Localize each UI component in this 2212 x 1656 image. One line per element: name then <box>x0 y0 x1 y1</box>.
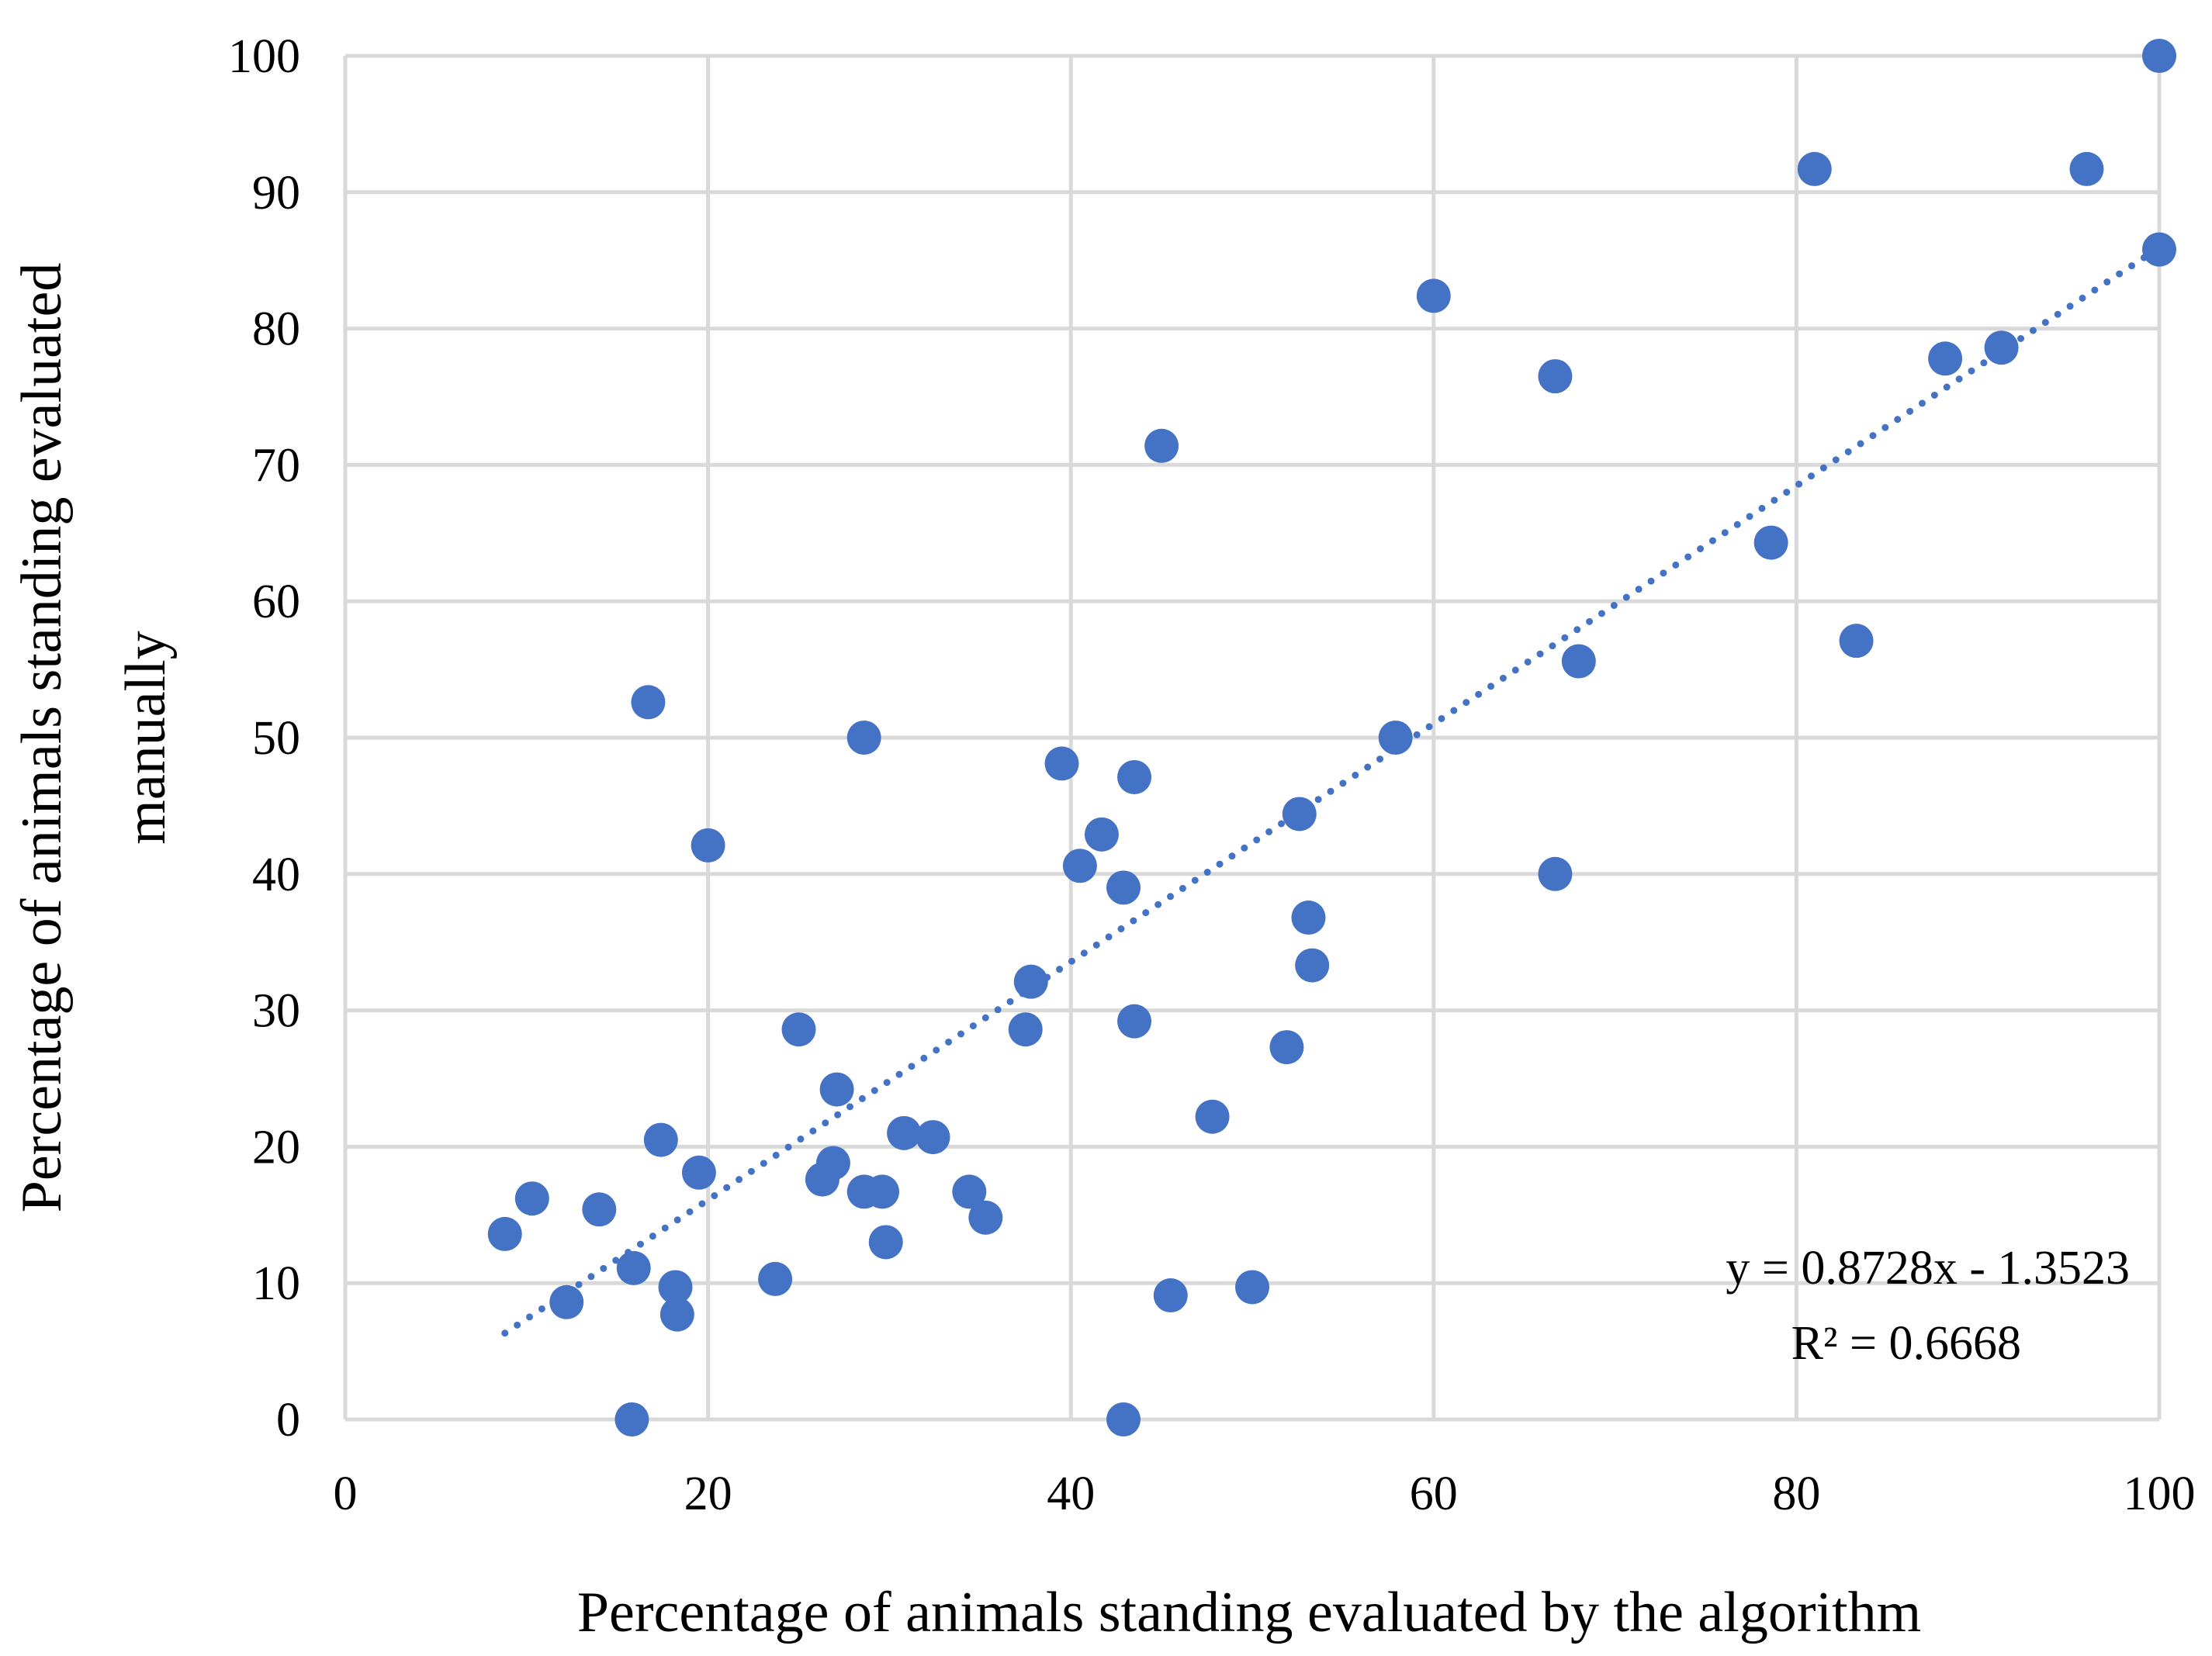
y-tick-label: 30 <box>252 985 300 1038</box>
data-point <box>514 1181 549 1216</box>
y-tick-label: 60 <box>252 576 300 628</box>
data-point <box>865 1174 900 1209</box>
gridlines <box>343 54 2162 1422</box>
y-tick-label: 90 <box>252 167 300 220</box>
y-axis-title-line-1: Percentage of animals standing evaluated <box>10 263 74 1213</box>
data-point <box>1106 1402 1141 1436</box>
data-point <box>1984 330 2019 365</box>
data-point <box>1106 870 1141 905</box>
data-point <box>1295 948 1330 983</box>
data-point <box>2069 151 2104 186</box>
data-point <box>681 1155 716 1190</box>
data-point <box>549 1284 584 1319</box>
data-point <box>1117 1004 1152 1039</box>
data-point <box>1538 856 1573 891</box>
data-point <box>758 1261 793 1296</box>
data-point <box>1753 525 1788 560</box>
data-point <box>781 1012 816 1047</box>
data-point <box>952 1174 987 1209</box>
data-point <box>1195 1099 1230 1134</box>
r-squared-label: R² = 0.6668 <box>1791 1317 2021 1370</box>
data-point <box>1269 1030 1304 1065</box>
y-tick-label: 50 <box>252 712 300 765</box>
data-points <box>487 39 2176 1436</box>
y-tick-label: 40 <box>252 849 300 901</box>
x-tick-label: 20 <box>684 1468 732 1520</box>
y-axis-title: Percentage of animals standing evaluated <box>10 263 74 1213</box>
data-point <box>1928 341 1963 376</box>
data-point <box>1561 644 1596 679</box>
y-tick-label: 10 <box>252 1257 300 1310</box>
data-point <box>659 1297 694 1332</box>
tick-labels: 0 10 20 30 40 50 60 70 80 90 100 0 20 40 60 80 100 <box>228 30 2196 1520</box>
data-point <box>1291 901 1326 935</box>
trendline <box>501 244 2163 1337</box>
data-point <box>1013 964 1048 999</box>
data-point <box>1044 746 1079 781</box>
data-point <box>1797 151 1832 186</box>
data-point <box>614 1402 649 1436</box>
data-point <box>819 1072 854 1107</box>
y-axis-title-2: manually <box>114 631 178 844</box>
data-point <box>1235 1270 1269 1305</box>
data-point <box>805 1162 839 1197</box>
x-tick-label: 0 <box>334 1468 358 1520</box>
data-point <box>968 1200 1003 1235</box>
data-point <box>2142 39 2176 73</box>
data-point <box>631 685 666 720</box>
y-axis-title-line-2: manually <box>114 631 178 844</box>
data-point <box>1538 359 1573 394</box>
data-point <box>2142 232 2176 267</box>
data-point <box>1062 849 1097 883</box>
x-tick-label: 40 <box>1047 1468 1095 1520</box>
data-point <box>1839 624 1874 659</box>
data-point <box>1282 797 1317 831</box>
y-tick-label: 100 <box>228 30 300 83</box>
data-point <box>616 1250 651 1285</box>
y-tick-label: 20 <box>252 1121 300 1174</box>
data-point <box>658 1270 693 1305</box>
data-point <box>1416 278 1451 313</box>
data-point <box>1008 1012 1043 1047</box>
data-point <box>846 721 881 755</box>
trendline-group <box>501 244 2163 1337</box>
x-tick-label: 80 <box>1772 1468 1820 1520</box>
data-point <box>887 1115 922 1150</box>
data-point <box>487 1216 522 1251</box>
data-point <box>1144 428 1179 463</box>
data-point <box>868 1225 903 1260</box>
data-point <box>1084 817 1119 852</box>
data-point <box>1378 721 1413 755</box>
data-point <box>1117 759 1152 794</box>
y-tick-label: 80 <box>252 303 300 356</box>
data-point <box>643 1122 678 1157</box>
y-tick-label: 70 <box>252 439 300 492</box>
y-tick-label: 0 <box>276 1394 300 1447</box>
x-tick-label: 60 <box>1410 1468 1458 1520</box>
data-point <box>916 1120 950 1155</box>
x-axis-title: Percentage of animals standing evaluated… <box>577 1581 1921 1644</box>
data-point <box>1153 1278 1188 1313</box>
x-tick-label: 100 <box>2124 1468 2196 1520</box>
trendline-equation: y = 0.8728x - 1.3523 <box>1726 1242 2130 1295</box>
data-point <box>582 1192 617 1227</box>
data-point <box>691 828 725 863</box>
